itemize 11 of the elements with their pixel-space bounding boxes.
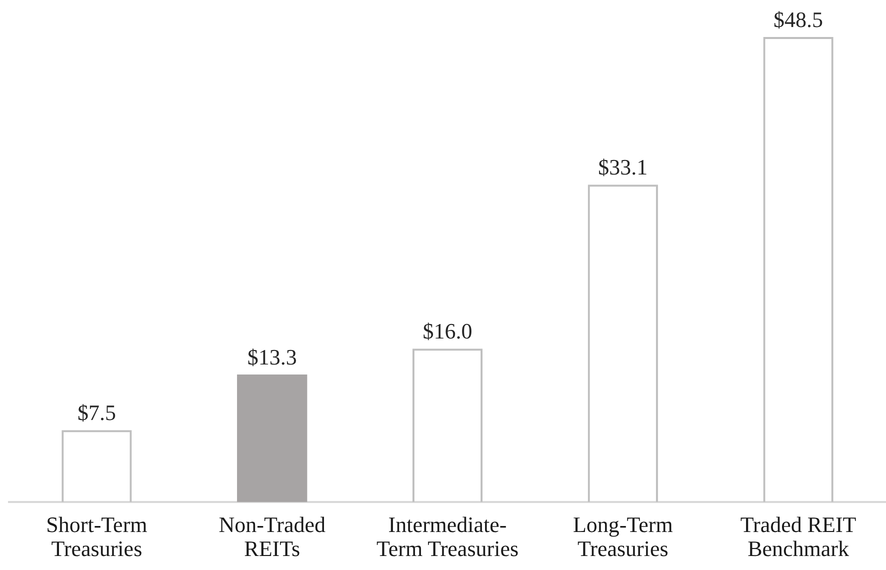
data-label: $48.5 xyxy=(774,6,824,32)
x-tick-label: Short-Term Treasuries xyxy=(46,512,148,562)
bar xyxy=(237,374,308,502)
data-label: $33.1 xyxy=(598,154,648,180)
data-label: $7.5 xyxy=(77,400,116,425)
x-tick-label: Intermediate-Term Treasuries xyxy=(376,512,519,562)
x-tick-label: Long-Term Treasuries xyxy=(572,512,673,562)
data-label: $13.3 xyxy=(247,344,297,370)
data-label: $16.0 xyxy=(422,318,472,344)
x-tick-label: Non-Traded REITs xyxy=(218,512,326,562)
x-tick-label: Traded REIT Benchmark xyxy=(740,512,857,562)
